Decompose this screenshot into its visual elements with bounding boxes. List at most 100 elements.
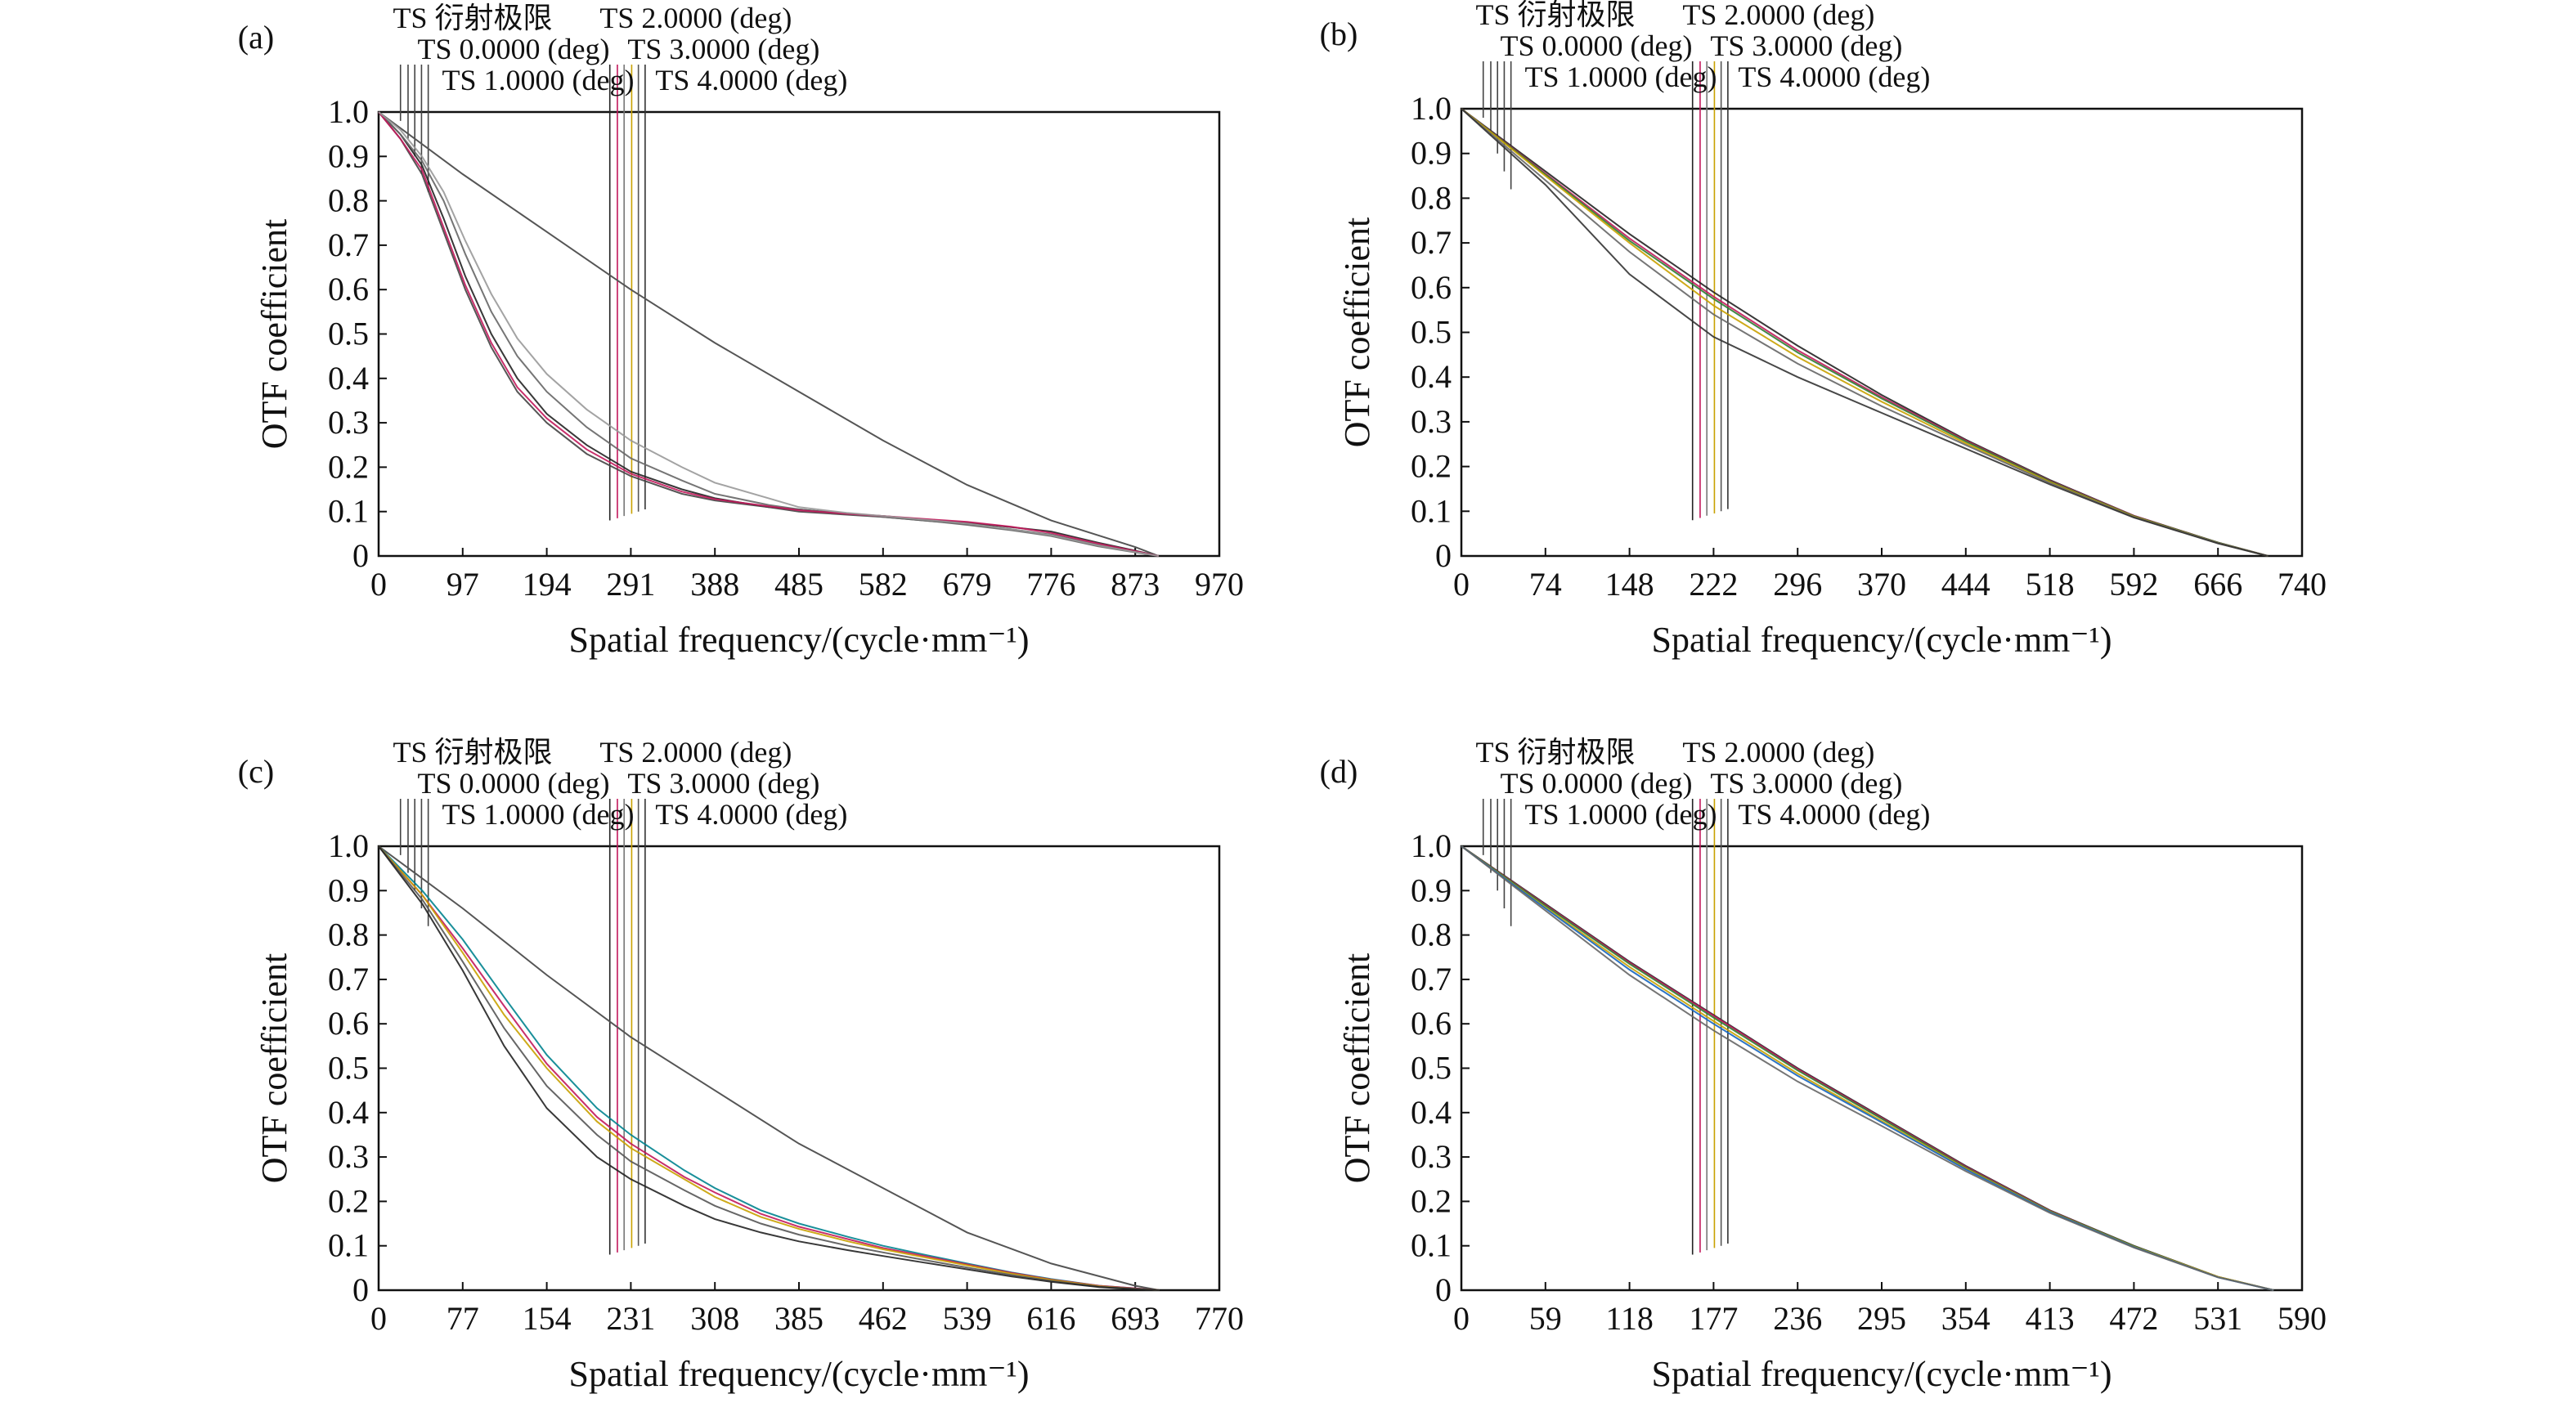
x-tick-label: 531 <box>2193 1300 2242 1337</box>
otf-series-line <box>378 845 1160 1291</box>
y-tick-label: 0.8 <box>1411 917 1452 953</box>
legend-entry: TS 2.0000 (deg) <box>1682 736 1874 769</box>
y-tick-label: 0.2 <box>328 1182 369 1219</box>
y-tick-label: 0.8 <box>1411 179 1452 216</box>
legend-entry: TS 4.0000 (deg) <box>655 64 847 96</box>
x-tick-label: 308 <box>690 1300 739 1337</box>
y-axis-label: OTF coefficient <box>254 953 294 1183</box>
legend-entry: TS 3.0000 (deg) <box>627 33 819 65</box>
x-axis-label: Spatial frequency/(cycle·mm⁻¹) <box>1652 1354 2112 1394</box>
legend-entry: TS 1.0000 (deg) <box>1524 798 1717 831</box>
y-tick-label: 0.1 <box>1411 492 1452 529</box>
y-tick-label: 0.6 <box>328 271 369 307</box>
legend-entry: TS 衍射极限 <box>1475 736 1635 769</box>
x-tick-label: 194 <box>523 566 572 603</box>
x-axis-label: Spatial frequency/(cycle·mm⁻¹) <box>569 620 1030 660</box>
y-tick-label: 0 <box>1435 537 1452 574</box>
y-tick-label: 0.9 <box>328 872 369 908</box>
otf-series-line <box>378 845 1160 1291</box>
y-tick-label: 0.8 <box>328 917 369 953</box>
chart-panel-a: (a)0 97 194 291 388 485 582 679 776 873 97000.10.2… <box>238 2 1244 660</box>
legend-entry: TS 3.0000 (deg) <box>1710 767 1902 800</box>
legend-entry: TS 衍射极限 <box>393 736 552 769</box>
x-tick-label: 970 <box>1195 566 1244 603</box>
otf-series-line <box>1461 108 2269 557</box>
x-tick-label: 444 <box>1941 566 1990 603</box>
y-tick-label: 1.0 <box>1411 90 1452 127</box>
chart-panel-b: (b)0 74 148 222 296 370 444 518 592 666 74000.10.2… <box>1320 0 2327 660</box>
y-tick-label: 0.2 <box>328 448 369 485</box>
x-tick-label: 0 <box>370 1300 387 1337</box>
y-tick-label: 1.0 <box>328 93 369 130</box>
x-tick-label: 539 <box>943 1300 992 1337</box>
x-tick-label: 462 <box>859 1300 908 1337</box>
legend-entry: TS 2.0000 (deg) <box>599 736 792 769</box>
y-tick-label: 0.1 <box>328 1227 369 1264</box>
legend-entry: TS 1.0000 (deg) <box>442 798 634 831</box>
x-tick-label: 370 <box>1857 566 1906 603</box>
x-tick-label: 291 <box>606 566 655 603</box>
legend-entry: TS 0.0000 (deg) <box>417 767 609 800</box>
x-tick-label: 295 <box>1857 1300 1906 1337</box>
y-tick-label: 0.2 <box>1411 1182 1452 1219</box>
x-tick-label: 413 <box>2026 1300 2075 1337</box>
legend-entry: TS 3.0000 (deg) <box>627 767 819 800</box>
otf-series-line <box>378 111 1159 557</box>
otf-series-line <box>378 845 1160 1291</box>
legend-entry: TS 3.0000 (deg) <box>1710 29 1902 62</box>
chart-panel-d: (d)0 59 118 177 236 295 354 413 472 531 59000.10.2… <box>1320 736 2327 1394</box>
x-tick-label: 472 <box>2109 1300 2158 1337</box>
x-tick-label: 236 <box>1773 1300 1822 1337</box>
legend-entry: TS 1.0000 (deg) <box>1524 61 1717 93</box>
y-tick-label: 0.6 <box>328 1005 369 1042</box>
x-tick-label: 77 <box>447 1300 479 1337</box>
y-axis-label: OTF coefficient <box>254 219 294 449</box>
y-axis-label: OTF coefficient <box>1337 217 1377 447</box>
otf-series-line <box>1461 108 2269 557</box>
legend-entry: TS 0.0000 (deg) <box>1500 29 1692 62</box>
otf-series-line <box>1461 845 2274 1291</box>
otf-series-line <box>1461 845 2274 1291</box>
y-tick-label: 0.7 <box>328 226 369 263</box>
y-tick-label: 0.7 <box>1411 961 1452 997</box>
legend-entry: TS 1.0000 (deg) <box>442 64 634 96</box>
y-tick-label: 0 <box>352 537 369 574</box>
legend-entry: TS 0.0000 (deg) <box>1500 767 1692 800</box>
x-tick-label: 0 <box>370 566 387 603</box>
otf-series-line <box>378 845 1160 1291</box>
otf-series-line <box>378 111 1159 557</box>
y-tick-label: 0.3 <box>328 1138 369 1175</box>
x-tick-label: 222 <box>1689 566 1738 603</box>
otf-series-line <box>378 111 1160 557</box>
y-tick-label: 0.3 <box>328 404 369 441</box>
otf-series-line <box>378 845 1160 1291</box>
otf-series-line <box>1461 108 2269 557</box>
otf-series-line <box>1461 845 2274 1291</box>
y-tick-label: 0.9 <box>328 137 369 174</box>
otf-series-line <box>1461 108 2269 557</box>
x-tick-label: 0 <box>1453 1300 1470 1337</box>
y-tick-label: 0.5 <box>1411 314 1452 351</box>
y-tick-label: 0.5 <box>1411 1050 1452 1087</box>
x-tick-label: 679 <box>943 566 992 603</box>
y-tick-label: 0.1 <box>1411 1227 1452 1264</box>
otf-series-line <box>1461 108 2269 557</box>
otf-series-line <box>378 111 1160 557</box>
y-tick-label: 0.4 <box>1411 358 1452 395</box>
x-tick-label: 74 <box>1529 566 1562 603</box>
otf-series-line <box>378 111 1159 557</box>
x-tick-label: 59 <box>1529 1300 1562 1337</box>
otf-series-line <box>1461 845 2274 1291</box>
panel-label: (c) <box>238 753 274 790</box>
x-tick-label: 693 <box>1111 1300 1160 1337</box>
y-tick-label: 0.6 <box>1411 269 1452 306</box>
x-tick-label: 590 <box>2278 1300 2327 1337</box>
x-tick-label: 518 <box>2026 566 2075 603</box>
x-tick-label: 385 <box>774 1300 824 1337</box>
y-tick-label: 0.5 <box>328 1050 369 1087</box>
x-tick-label: 354 <box>1941 1300 1990 1337</box>
legend-entry: TS 衍射极限 <box>1475 0 1635 31</box>
x-tick-label: 231 <box>606 1300 655 1337</box>
y-tick-label: 0.3 <box>1411 1138 1452 1175</box>
legend-entry: TS 衍射极限 <box>393 2 552 34</box>
